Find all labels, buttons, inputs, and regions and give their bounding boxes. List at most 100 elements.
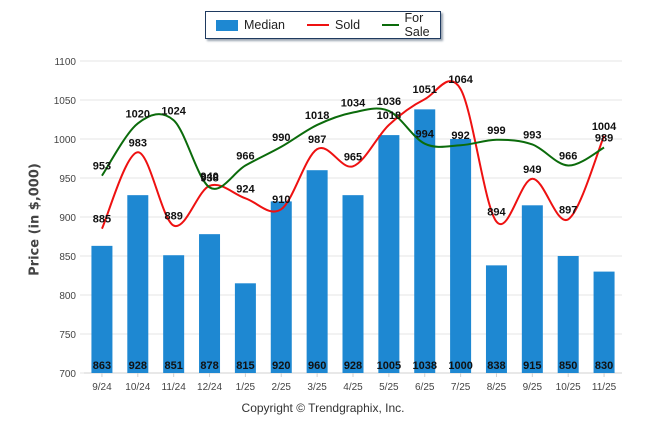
- data-label-median: 928: [344, 360, 362, 372]
- bar-median: [378, 135, 400, 373]
- legend-label-median: Median: [244, 18, 285, 32]
- x-tick-label: 2/25: [272, 382, 292, 393]
- data-label-median: 815: [236, 360, 254, 372]
- data-label-for-sale: 953: [93, 161, 111, 173]
- data-label-median: 1038: [412, 360, 436, 372]
- x-tick-label: 5/25: [379, 382, 399, 393]
- data-label-for-sale: 966: [559, 151, 577, 163]
- data-label-median: 830: [595, 360, 613, 372]
- data-label-sold: 1018: [377, 110, 401, 122]
- x-tick-label: 6/25: [415, 382, 435, 393]
- y-tick-label: 1100: [54, 57, 76, 68]
- bar-median: [593, 271, 615, 373]
- data-label-sold: 949: [523, 164, 541, 176]
- y-tick-label: 700: [59, 369, 76, 380]
- data-label-median: 863: [93, 360, 111, 372]
- data-label-for-sale: 999: [487, 125, 505, 137]
- y-tick-labels: 700 750 800 850 900 950 1000 1050 1100: [54, 57, 77, 380]
- y-tick-label: 900: [59, 213, 76, 224]
- y-tick-label: 1000: [54, 135, 77, 146]
- x-tick-label: 4/25: [343, 382, 363, 393]
- bar-median: [270, 201, 292, 373]
- legend-item-median[interactable]: Median: [216, 18, 285, 32]
- x-tick-label: 9/24: [92, 382, 112, 393]
- data-label-for-sale: 1036: [377, 96, 401, 108]
- line-sold: [101, 80, 605, 230]
- data-label-for-sale: 966: [236, 151, 254, 163]
- x-tick-labels: 9/24 10/24 11/24 12/24 1/25 2/25 3/25 4/25 5/25 6…: [92, 373, 617, 393]
- legend-swatch-sold: [307, 24, 329, 26]
- y-tick-label: 1050: [54, 96, 77, 107]
- data-label-sold: 987: [308, 134, 326, 146]
- legend-item-for-sale[interactable]: For Sale: [382, 11, 440, 39]
- data-label-median: 1000: [448, 360, 472, 372]
- data-label-median: 960: [308, 360, 326, 372]
- data-label-sold: 897: [559, 204, 577, 216]
- legend: Median Sold For Sale: [205, 11, 441, 39]
- data-label-sold: 1064: [448, 74, 473, 86]
- data-label-median: 915: [523, 360, 541, 372]
- legend-swatch-for-sale: [382, 24, 399, 26]
- data-label-median: 928: [129, 360, 147, 372]
- data-label-for-sale: 938: [200, 172, 218, 184]
- data-label-sold: 983: [129, 137, 147, 149]
- data-label-median: 878: [200, 360, 218, 372]
- y-tick-label: 800: [59, 291, 76, 302]
- x-tick-label: 7/25: [451, 382, 471, 393]
- bar-median: [306, 170, 328, 373]
- bar-median: [127, 195, 149, 373]
- data-label-sold: 924: [236, 183, 255, 195]
- data-label-for-sale: 993: [523, 129, 541, 141]
- data-label-sold: 1004: [592, 121, 617, 133]
- y-tick-label: 850: [59, 252, 76, 263]
- data-label-sold: 894: [487, 207, 506, 219]
- copyright: Copyright © Trendgraphix, Inc.: [241, 401, 405, 415]
- bar-median: [414, 109, 436, 374]
- data-label-median: 850: [559, 360, 577, 372]
- bar-median: [485, 265, 507, 373]
- bar-median: [557, 256, 579, 373]
- x-tick-label: 12/24: [197, 382, 222, 393]
- line-for-sale: [101, 107, 605, 190]
- data-label-for-sale: 990: [272, 132, 290, 144]
- data-label-sold: 940: [200, 171, 218, 183]
- x-tick-label: 11/25: [592, 382, 617, 393]
- data-label-for-sale: 1024: [161, 105, 186, 117]
- legend-swatch-median: [216, 19, 238, 31]
- y-tick-label: 950: [59, 174, 76, 185]
- y-axis-label: Price (in $,000): [27, 163, 43, 276]
- bar-median: [163, 255, 185, 373]
- legend-label-for-sale: For Sale: [404, 11, 430, 39]
- data-label-for-sale: 994: [416, 129, 435, 141]
- data-label-for-sale: 1020: [126, 108, 150, 120]
- data-label-for-sale: 1034: [341, 97, 366, 109]
- data-label-sold: 1051: [412, 84, 436, 96]
- data-label-for-sale: 992: [451, 130, 469, 142]
- x-tick-label: 11/24: [162, 382, 187, 393]
- bar-median: [521, 205, 543, 373]
- data-label-median: 851: [164, 360, 182, 372]
- data-label-sold: 910: [272, 194, 290, 206]
- legend-item-sold[interactable]: Sold: [307, 18, 360, 32]
- data-label-median: 920: [272, 360, 290, 372]
- data-label-median: 838: [487, 360, 505, 372]
- legend-label-sold: Sold: [335, 18, 361, 32]
- bar-median: [91, 245, 113, 373]
- bar-median: [450, 139, 472, 373]
- bar-median: [234, 283, 256, 373]
- data-labels: 863 928 851 878 815 920 960 928 1005 1038 1000 838 9…: [93, 74, 617, 372]
- bar-median: [199, 234, 221, 373]
- data-label-sold: 885: [93, 214, 111, 226]
- data-label-sold: 889: [164, 211, 182, 223]
- x-tick-label: 10/25: [556, 382, 581, 393]
- x-tick-label: 9/25: [523, 382, 543, 393]
- data-label-sold: 965: [344, 151, 362, 163]
- x-tick-label: 1/25: [236, 382, 256, 393]
- data-label-median: 1005: [377, 360, 401, 372]
- x-tick-label: 3/25: [307, 382, 327, 393]
- bars-median: [91, 109, 615, 374]
- x-tick-label: 10/24: [125, 382, 150, 393]
- bar-median: [342, 195, 364, 373]
- data-label-for-sale: 1018: [305, 110, 329, 122]
